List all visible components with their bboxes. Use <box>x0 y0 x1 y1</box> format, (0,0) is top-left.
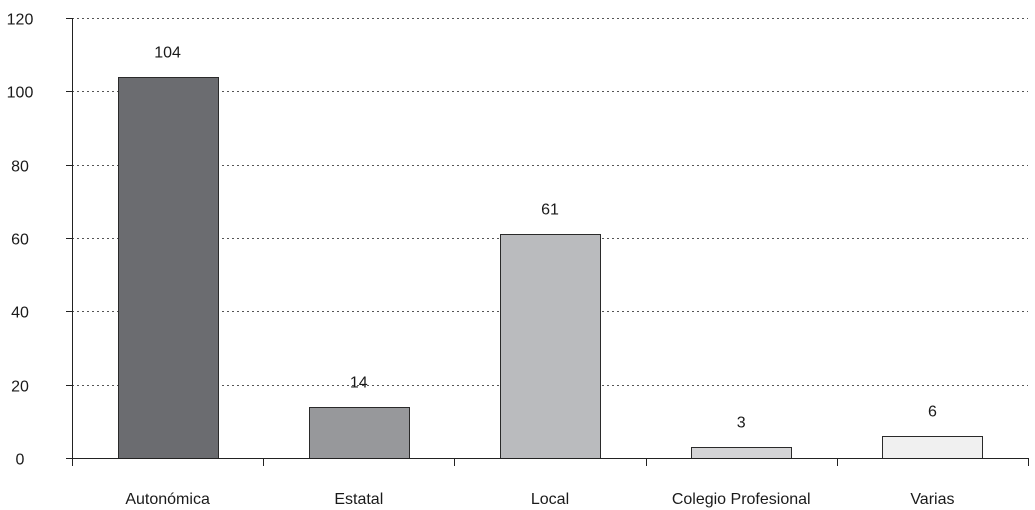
bar-colegio-profesional <box>691 447 792 459</box>
y-tick-label-100: 100 <box>7 85 34 102</box>
category-label-1: Estatal <box>334 491 383 508</box>
bar-estatal <box>309 407 410 459</box>
bar-local <box>500 234 601 459</box>
bars <box>118 77 983 459</box>
gridlines <box>72 18 1028 386</box>
data-label-4: 6 <box>928 404 937 421</box>
labels: 0 20 40 60 80 100 120 104 Autonómica 14 Estatal 61 L… <box>7 12 955 509</box>
y-tick-label-40: 40 <box>11 305 29 322</box>
category-label-4: Varias <box>910 491 954 508</box>
y-tick-label-80: 80 <box>11 159 29 176</box>
data-label-3: 3 <box>737 415 746 432</box>
bar-varias <box>882 436 983 459</box>
category-label-0: Autonómica <box>125 491 210 508</box>
y-tick-label-20: 20 <box>11 379 29 396</box>
axes <box>66 18 1029 466</box>
y-tick-label-60: 60 <box>11 232 29 249</box>
bar-auton-mica <box>118 77 219 459</box>
category-label-2: Local <box>531 491 569 508</box>
data-label-2: 61 <box>541 202 559 219</box>
data-label-0: 104 <box>154 45 181 62</box>
category-label-3: Colegio Profesional <box>672 491 811 508</box>
data-label-1: 14 <box>350 375 368 392</box>
y-tick-label-120: 120 <box>7 12 34 29</box>
y-tick-label-0: 0 <box>16 452 25 469</box>
